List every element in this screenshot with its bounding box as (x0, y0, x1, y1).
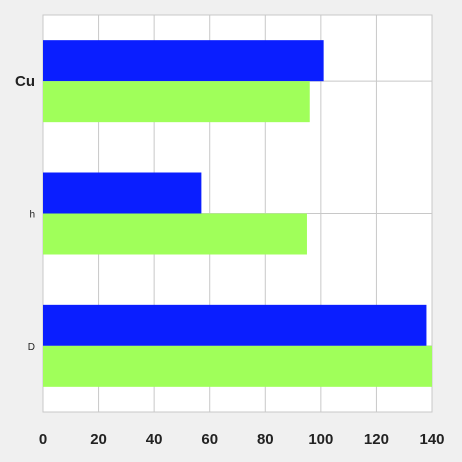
y-axis-categories: Cu h D (15, 73, 35, 353)
bar-series-2-Cu (43, 81, 310, 123)
bar-series-1-D (43, 304, 427, 346)
category-label: Cu (15, 73, 35, 90)
x-tick-label: 20 (90, 431, 107, 448)
x-tick-label: 40 (146, 431, 163, 448)
x-tick-label: 120 (364, 431, 389, 448)
bar-series-1-Cu (43, 40, 324, 82)
x-tick-label: 60 (201, 431, 218, 448)
x-tick-label: 0 (39, 431, 47, 448)
bars (43, 40, 432, 387)
bar-series-2-D (43, 345, 432, 387)
category-label: h (29, 210, 35, 221)
bar-series-1-h (43, 172, 202, 214)
bar-series-2-h (43, 213, 307, 255)
x-tick-label: 140 (419, 431, 444, 448)
x-tick-label: 100 (308, 431, 333, 448)
x-tick-label: 80 (257, 431, 274, 448)
category-label: D (28, 342, 35, 353)
x-axis-ticks: 0 20 40 60 80 100 120 140 (39, 431, 445, 448)
